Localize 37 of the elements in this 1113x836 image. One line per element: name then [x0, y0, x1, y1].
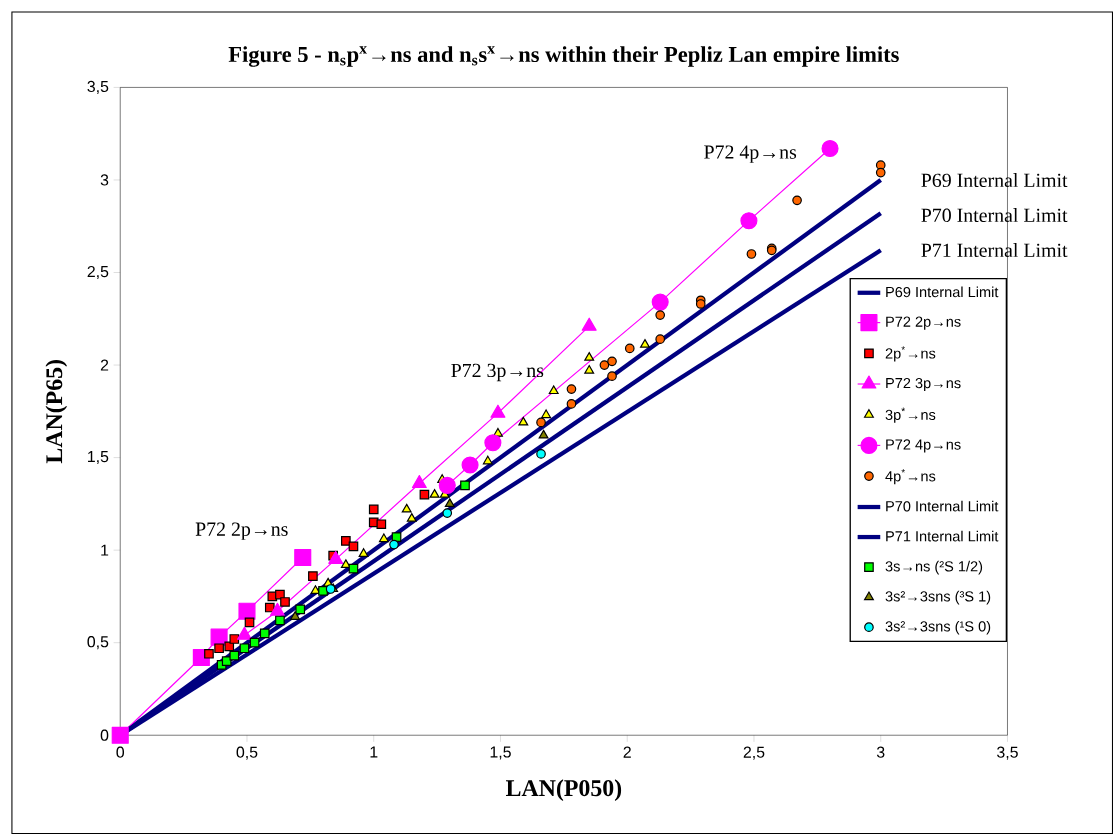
x-tick-label: 2 [623, 746, 631, 758]
y-tick-label: 3 [100, 174, 109, 186]
legend-label: P70 Internal Limit [886, 500, 999, 512]
x-tick-label: 0,5 [236, 746, 258, 760]
annotation: P71 Internal Limit [921, 243, 1068, 258]
legend-label: P69 Internal Limit [886, 286, 999, 298]
legend-label: 3s²→3sns (¹S 0) [885, 621, 991, 635]
legend-label: P72 2p→ns [886, 316, 961, 330]
y-tick-label: 3,5 [87, 81, 109, 95]
annotation: P70 Internal Limit [921, 208, 1068, 223]
legend-label: 3s²→3sns (³S 1) [885, 591, 991, 605]
legend-label: P72 3p→ns [886, 378, 961, 392]
chart-title: Figure 5 - n$_{s}$p$^{x}$→ns and n$_{s}$s$^{x}$→ns within their Pepliz Lan empire limits [228, 46, 899, 68]
x-tick-label: 2,5 [743, 746, 765, 760]
y-tick-label: 0 [100, 729, 109, 742]
annotation: P72 2p→ns [195, 522, 288, 541]
legend-label: 3p$^{*}$→ns [885, 407, 936, 424]
y-tick-label: 2 [100, 359, 109, 371]
y-axis-title: LAN(P65) [45, 360, 68, 464]
annotation: P72 4p→ns [704, 145, 797, 164]
legend-label: 4p$^{*}$→ns [885, 469, 936, 485]
legend-label: 2p$^{*}$→ns [885, 346, 936, 362]
x-tick-label: 0 [116, 746, 125, 758]
x-tick-label: 3 [876, 746, 885, 758]
y-tick-label: 1 [101, 544, 109, 556]
legend-label: 3s→ns (²S 1/2) [885, 561, 983, 575]
y-tick-label: 0,5 [87, 636, 109, 650]
y-tick-label: 2,5 [87, 266, 109, 280]
x-tick-label: 1,5 [490, 746, 511, 760]
legend-label: P71 Internal Limit [886, 530, 999, 542]
y-tick-label: 1,5 [88, 451, 109, 465]
x-tick-label: 1 [370, 746, 378, 758]
legend-label: P72 4p→ns [886, 439, 961, 453]
x-axis-title: LAN(P050) [505, 779, 622, 802]
x-tick-label: 3,5 [997, 746, 1018, 760]
annotation: P72 3p→ns [451, 363, 544, 382]
annotation: P69 Internal Limit [921, 173, 1068, 188]
